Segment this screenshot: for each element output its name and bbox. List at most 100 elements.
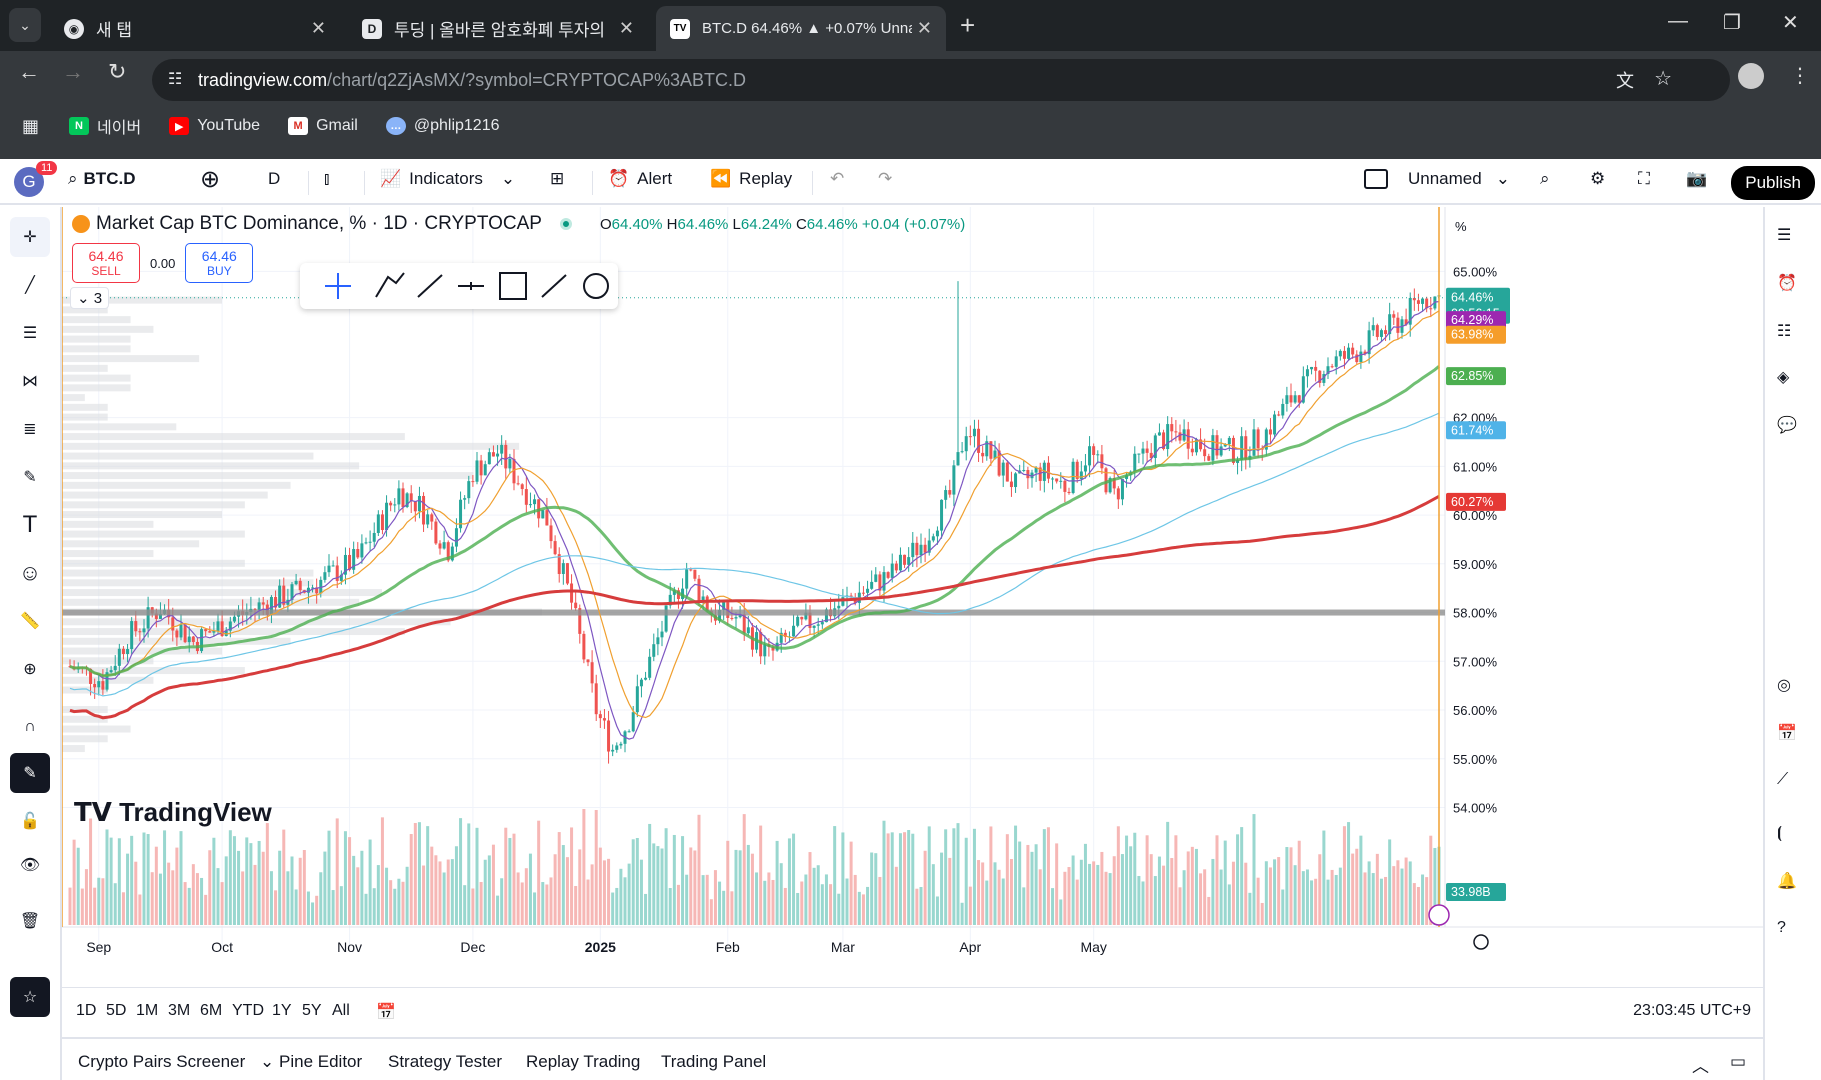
- quick-search-icon[interactable]: ⌕: [1540, 169, 1550, 188]
- emoji-icon[interactable]: ☺: [18, 560, 42, 585]
- cross-cursor-icon[interactable]: [325, 273, 351, 299]
- alerts-clock-icon[interactable]: ⏰: [1777, 275, 1797, 292]
- browser-tab[interactable]: ◉ 새 탭 ✕: [50, 6, 340, 51]
- bookmark-naver[interactable]: N 네이버: [69, 114, 141, 138]
- browser-tab[interactable]: D 투딩 | 올바른 암호화폐 투자의 ✕: [348, 6, 648, 51]
- range-3m[interactable]: 3M: [168, 1002, 191, 1019]
- event-lightning-icon[interactable]: [1428, 904, 1450, 926]
- grid-icon[interactable]: [499, 272, 527, 300]
- indicators-button[interactable]: 📈 Indicators ⌄: [380, 169, 515, 189]
- help-icon[interactable]: ?: [1777, 919, 1786, 936]
- user-avatar[interactable]: G 11: [14, 161, 58, 197]
- bookmark-star-icon[interactable]: ☆: [1654, 68, 1672, 90]
- tab-strategy-tester[interactable]: Strategy Tester: [388, 1052, 503, 1071]
- chart-pane[interactable]: 65.00% 62.00% 61.00% 60.00% 59.00% 58.00% 57.0…: [62, 207, 1763, 987]
- price-chart[interactable]: 65.00%62.00%61.00%60.00%59.00%58.00%57.0…: [62, 207, 1763, 987]
- close-tab-icon[interactable]: ✕: [916, 18, 932, 38]
- range-6m[interactable]: 6M: [200, 1002, 223, 1019]
- range-1d[interactable]: 1D: [76, 1002, 97, 1019]
- snapshot-camera-icon[interactable]: 📷: [1686, 169, 1708, 188]
- streams-icon[interactable]: ⦗: [1777, 825, 1783, 842]
- apps-grid-icon[interactable]: ▦: [22, 115, 40, 136]
- collapse-panel-icon[interactable]: ︿: [1692, 1057, 1709, 1076]
- symbol-search[interactable]: ⌕ BTC.D: [68, 169, 135, 189]
- visibility-eye-icon[interactable]: 👁: [19, 857, 41, 874]
- trash-icon[interactable]: 🗑: [19, 913, 41, 930]
- redo-icon[interactable]: ↷: [878, 169, 893, 188]
- brush-icon[interactable]: ✎: [23, 469, 37, 486]
- translate-icon[interactable]: 文: [1616, 71, 1634, 91]
- templates-grid-icon[interactable]: ⊞: [550, 169, 565, 188]
- target-icon[interactable]: [583, 273, 609, 299]
- forward-icon[interactable]: →: [62, 59, 84, 84]
- sell-button[interactable]: 64.46 SELL: [72, 243, 140, 283]
- more-menu-icon[interactable]: ⋮: [1790, 65, 1810, 87]
- object-tree-icon[interactable]: ☷: [1777, 323, 1792, 340]
- tab-trading-panel[interactable]: Trading Panel: [661, 1052, 767, 1071]
- crosshair-icon[interactable]: ✛: [10, 217, 50, 257]
- horizontal-level-line[interactable]: [62, 609, 1445, 616]
- forecast-icon[interactable]: ≣: [23, 421, 37, 438]
- maximize-panel-icon[interactable]: ▭: [1730, 1052, 1747, 1071]
- hotlist-target-icon[interactable]: ◎: [1777, 677, 1791, 694]
- time-axis-settings-icon[interactable]: [1473, 934, 1489, 950]
- back-icon[interactable]: ←: [18, 59, 40, 84]
- reload-icon[interactable]: ↻: [108, 59, 127, 84]
- ruler-icon[interactable]: 📏: [20, 613, 40, 630]
- bookmark-phlip[interactable]: … @phlip1216: [385, 117, 499, 135]
- horizontal-ray-icon[interactable]: [458, 282, 484, 290]
- favorites-star-icon[interactable]: ☆: [10, 977, 50, 1017]
- tab-pine-editor[interactable]: Pine Editor: [279, 1052, 363, 1071]
- range-1m[interactable]: 1M: [136, 1002, 159, 1019]
- profile-avatar-icon[interactable]: [1738, 63, 1764, 89]
- bookmark-gmail[interactable]: M Gmail: [288, 117, 358, 135]
- range-5y[interactable]: 5Y: [302, 1002, 322, 1019]
- settings-gear-icon[interactable]: ⚙: [1590, 169, 1606, 188]
- line-icon[interactable]: [417, 274, 443, 298]
- new-tab-icon[interactable]: +: [960, 10, 976, 40]
- legend-title[interactable]: Market Cap BTC Dominance, % · 1D · CRYPT…: [96, 213, 542, 234]
- indicators-collapse-button[interactable]: ⌄ 3: [70, 287, 110, 309]
- close-window-icon[interactable]: ✕: [1782, 12, 1799, 34]
- chat-bubble-icon[interactable]: 💬: [1777, 417, 1797, 434]
- close-tab-icon[interactable]: ✕: [618, 18, 634, 38]
- calendar-icon[interactable]: 📅: [1777, 725, 1797, 742]
- trend-line-icon[interactable]: ╱: [25, 277, 35, 294]
- restore-icon[interactable]: ❐: [1723, 12, 1741, 34]
- range-1y[interactable]: 1Y: [272, 1002, 292, 1019]
- minimize-icon[interactable]: —: [1668, 10, 1688, 32]
- bookmark-youtube[interactable]: ▶ YouTube: [169, 117, 260, 135]
- browser-tab-active[interactable]: TV BTC.D 64.46% ▲ +0.07% Unna ✕: [656, 6, 946, 51]
- ideas-chart-icon[interactable]: ⟋: [1777, 771, 1789, 788]
- interval-button[interactable]: D: [268, 169, 280, 189]
- text-icon[interactable]: T: [22, 511, 38, 538]
- brush-icon[interactable]: [375, 272, 405, 298]
- undo-icon[interactable]: ↶: [830, 169, 845, 188]
- range-ytd[interactable]: YTD: [232, 1002, 264, 1019]
- stay-drawing-icon[interactable]: ✎: [10, 753, 50, 793]
- buy-button[interactable]: 64.46 BUY: [185, 243, 254, 283]
- tab-replay-trading[interactable]: Replay Trading: [526, 1052, 641, 1071]
- notification-bell-icon[interactable]: 🔔: [1777, 873, 1797, 890]
- alert-button[interactable]: ⏰ Alert: [608, 169, 672, 189]
- tab-crypto-pairs-screener[interactable]: Crypto Pairs Screener ⌄: [78, 1052, 274, 1072]
- compare-add-icon[interactable]: ⊕: [200, 166, 221, 193]
- replay-button[interactable]: ⏪ Replay: [710, 169, 792, 189]
- candle-type-icon[interactable]: ⫾: [324, 169, 330, 188]
- layers-icon[interactable]: ◈: [1777, 369, 1790, 386]
- date-range-calendar-icon[interactable]: 📅: [376, 1004, 396, 1021]
- tab-search-button[interactable]: ⌄: [9, 8, 41, 42]
- range-all[interactable]: All: [332, 1002, 350, 1019]
- site-info-icon[interactable]: ☷: [168, 71, 183, 88]
- watchlist-icon[interactable]: ☰: [1777, 227, 1792, 244]
- range-5d[interactable]: 5D: [106, 1002, 127, 1019]
- extended-line-icon[interactable]: [541, 274, 567, 298]
- utc-clock[interactable]: 23:03:45 UTC+9: [1633, 1002, 1751, 1019]
- fullscreen-icon[interactable]: ⛶: [1638, 169, 1650, 188]
- zoom-in-icon[interactable]: ⊕: [23, 661, 37, 678]
- fib-retracement-icon[interactable]: ☰: [22, 325, 38, 342]
- pattern-icon[interactable]: ⋈: [22, 373, 38, 390]
- lock-icon[interactable]: 🔓: [20, 813, 40, 830]
- url-bar[interactable]: ☷ tradingview.com/chart/q2ZjAsMX/?symbol…: [152, 59, 1730, 101]
- layout-name-button[interactable]: Unnamed ⌄: [1364, 169, 1510, 189]
